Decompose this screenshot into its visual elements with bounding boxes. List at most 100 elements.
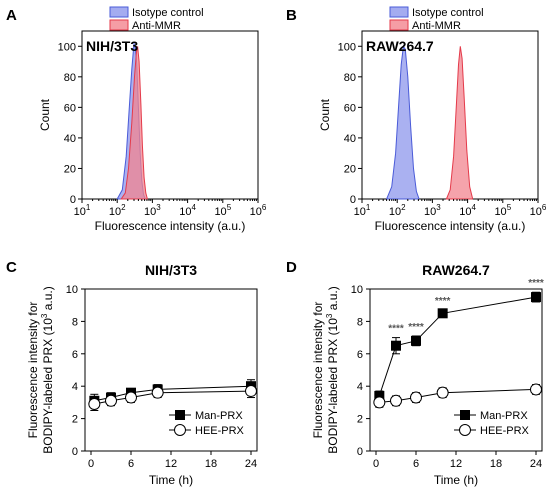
x-tick-label-sup: 4 [471, 203, 476, 212]
x-tick-label-base: 10 [144, 206, 156, 218]
data-point-square [411, 335, 421, 346]
legend-marker-square [175, 410, 185, 420]
y-tick-label: 0 [72, 446, 78, 458]
plot-frame [361, 30, 539, 200]
chart-title: NIH/3T3 [145, 262, 197, 278]
y-axis-label-line2: BODIPY-labeled PRX (103 a.u.) [325, 286, 340, 453]
data-point-circle [390, 394, 402, 407]
x-tick-label: 105 [494, 203, 511, 218]
x-tick-label: 0 [88, 458, 94, 470]
x-tick-label-base: 10 [459, 206, 471, 218]
series-line [379, 388, 537, 403]
legend-swatch [109, 19, 129, 31]
x-tick-label: 106 [250, 203, 267, 218]
x-tick-label: 103 [424, 203, 441, 218]
y-tick-label: 100 [58, 41, 76, 53]
y-tick-label: 0 [357, 446, 363, 458]
data-point-square [531, 292, 541, 303]
x-tick-label: 6 [128, 458, 134, 470]
legend-swatch [389, 6, 409, 18]
y-tick-label: 6 [72, 349, 78, 361]
series-line [94, 390, 252, 405]
x-tick-label-sup: 1 [366, 203, 371, 212]
x-axis-label: Time (h) [149, 473, 193, 487]
y-tick-label: 10 [351, 284, 363, 296]
legend-label: Anti-MMR [132, 20, 181, 32]
data-point-circle [151, 386, 164, 399]
y-tick-label: 6 [357, 349, 363, 361]
y-tick-label: 8 [72, 316, 78, 328]
y-tick-label: 20 [344, 163, 356, 175]
data-point-circle [88, 398, 101, 411]
x-tick-label-sup: 3 [436, 203, 441, 212]
x-tick-label-sup: 1 [86, 203, 91, 212]
x-tick-label-sup: 6 [262, 203, 267, 212]
x-axis-label: Time (h) [434, 473, 478, 487]
legend-marker-circle [459, 424, 471, 436]
x-tick-label: 106 [530, 203, 547, 218]
legend-marker-circle [174, 424, 186, 436]
x-tick-label-base: 10 [530, 206, 542, 218]
y-tick-label: 20 [64, 163, 76, 175]
histogram-isotype-control [385, 44, 420, 200]
x-tick-label: 104 [179, 203, 196, 218]
y-axis-label-part: 3 [325, 313, 334, 318]
y-axis-label-part: BODIPY-labeled PRX (10 [326, 318, 340, 454]
x-tick-label-base: 10 [424, 206, 436, 218]
x-tick-label: 101 [74, 203, 91, 218]
x-tick-label: 24 [530, 458, 542, 470]
x-tick-label-sup: 6 [542, 203, 547, 212]
data-point-circle [245, 385, 257, 398]
y-tick-label: 10 [66, 284, 78, 296]
x-tick-label-base: 10 [250, 206, 262, 218]
y-axis-label-line1: Fluorescence intensity for [311, 302, 325, 439]
x-tick-label-sup: 3 [156, 203, 161, 212]
panel-letter: B [286, 7, 297, 24]
x-tick-label: 101 [354, 203, 371, 218]
y-tick-label: 60 [344, 102, 356, 114]
series-line [94, 385, 252, 402]
y-axis-label-line2: BODIPY-labeled PRX (103 a.u.) [40, 286, 55, 453]
plot-frame [81, 30, 259, 200]
legend-marker-square [460, 410, 470, 420]
panel-letter: C [6, 259, 17, 276]
x-axis-label: Fluorescence intensity (a.u.) [95, 219, 246, 233]
data-point-circle [105, 394, 117, 407]
legend: Man-PRX HEE-PRX [454, 410, 530, 437]
x-tick-label-base: 10 [109, 206, 121, 218]
y-axis-label: Count [38, 98, 52, 131]
significance-label: **** [435, 296, 451, 307]
y-tick-label: 40 [64, 133, 76, 145]
y-tick-label: 4 [357, 381, 363, 393]
x-tick-label-sup: 5 [507, 203, 512, 212]
legend-label: Anti-MMR [412, 20, 461, 32]
series-man-prx [374, 291, 541, 402]
y-axis-label: Count [318, 98, 332, 131]
panel-letter: D [286, 259, 297, 276]
legend-label: HEE-PRX [480, 425, 530, 437]
data-point-circle [125, 391, 137, 404]
x-tick-label: 105 [214, 203, 231, 218]
y-tick-label: 8 [357, 316, 363, 328]
series-hee-prx [88, 384, 257, 411]
legend-swatch [389, 19, 409, 31]
legend-label: HEE-PRX [195, 425, 245, 437]
y-tick-label: 2 [72, 414, 78, 426]
y-tick-label: 2 [357, 414, 363, 426]
x-tick-label: 18 [490, 458, 502, 470]
series-hee-prx [373, 383, 542, 409]
x-tick-label-sup: 5 [227, 203, 232, 212]
legend-label: Isotype control [132, 7, 204, 19]
x-tick-label: 12 [165, 458, 177, 470]
x-tick-label-base: 10 [179, 206, 191, 218]
data-point-circle [410, 391, 422, 404]
x-tick-label-base: 10 [389, 206, 401, 218]
x-tick-label: 102 [389, 203, 406, 218]
chart-title: RAW264.7 [422, 262, 490, 278]
